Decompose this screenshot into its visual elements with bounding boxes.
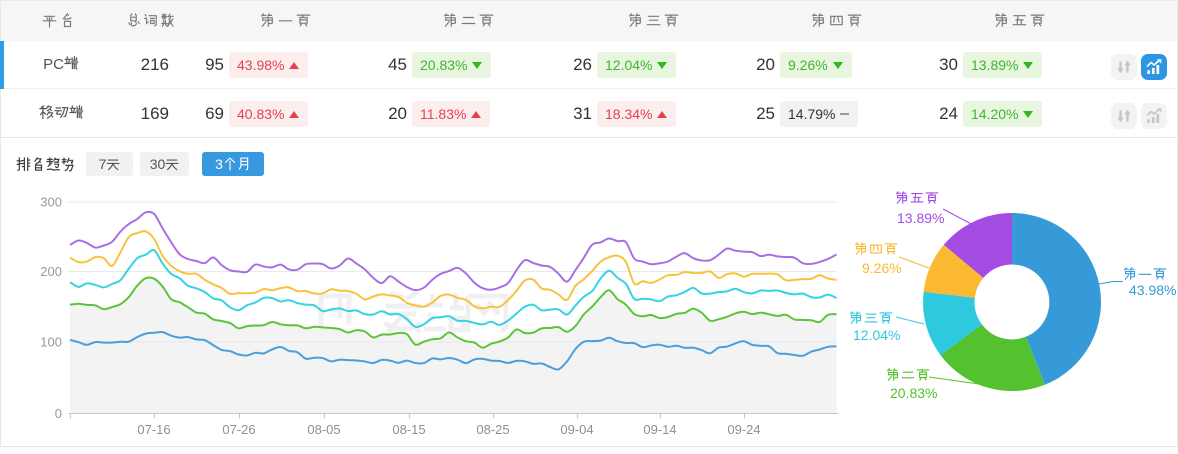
svg-text:0: 0	[55, 406, 62, 421]
svg-text:13.89%: 13.89%	[897, 210, 944, 226]
svg-text:08-15: 08-15	[392, 422, 425, 437]
svg-text:43.98%: 43.98%	[1129, 282, 1176, 298]
svg-text:100: 100	[40, 335, 62, 350]
svg-text:09-24: 09-24	[727, 422, 760, 437]
svg-text:08-05: 08-05	[307, 422, 340, 437]
svg-text:12.04%: 12.04%	[853, 327, 900, 343]
svg-text:07-26: 07-26	[222, 422, 255, 437]
svg-text:20.83%: 20.83%	[890, 385, 937, 401]
svg-text:09-04: 09-04	[560, 422, 593, 437]
svg-text:200: 200	[40, 264, 62, 279]
svg-text:300: 300	[40, 195, 62, 210]
svg-text:08-25: 08-25	[476, 422, 509, 437]
svg-text:09-14: 09-14	[643, 422, 676, 437]
svg-text:07-16: 07-16	[137, 422, 170, 437]
svg-text:9.26%: 9.26%	[862, 260, 902, 276]
